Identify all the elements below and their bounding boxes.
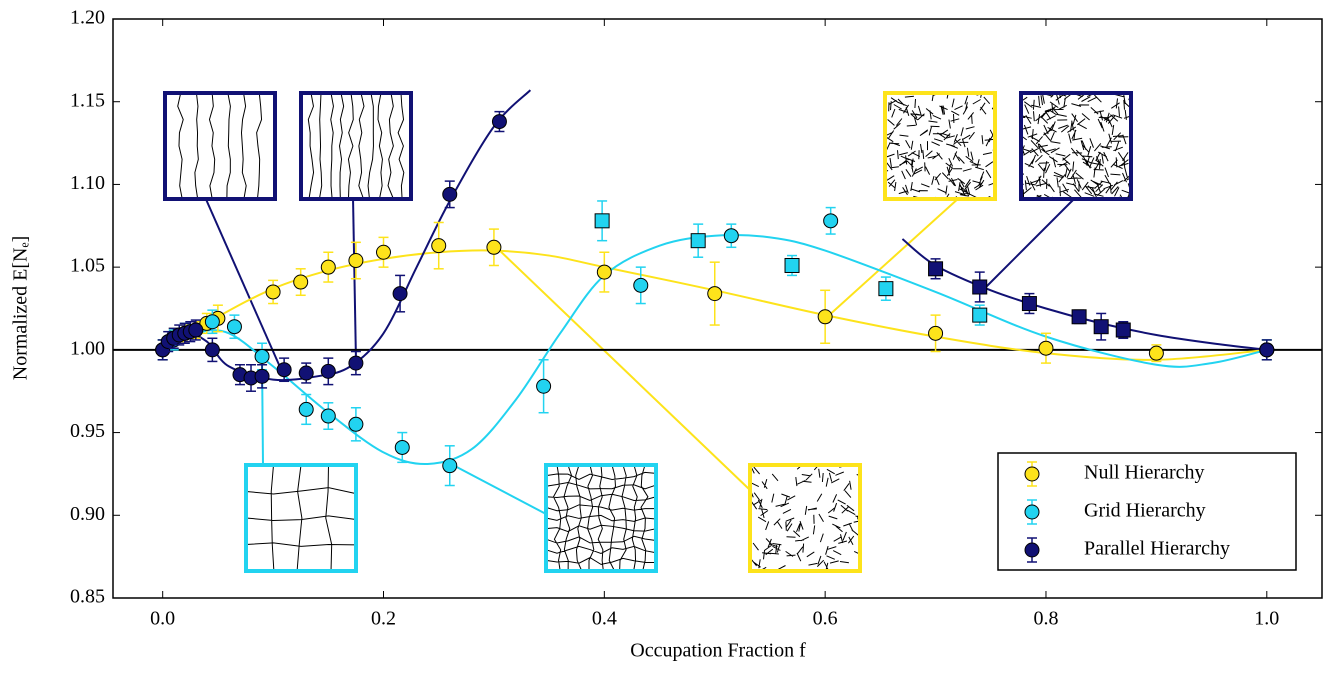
data-point bbox=[972, 279, 988, 295]
inset-connector bbox=[985, 196, 1077, 288]
inset-pattern bbox=[545, 464, 657, 572]
data-point bbox=[348, 253, 364, 269]
data-point bbox=[394, 439, 410, 455]
legend-label: Grid Hierarchy bbox=[1084, 500, 1206, 522]
data-point bbox=[1259, 342, 1275, 358]
legend-marker bbox=[1024, 542, 1040, 558]
data-point bbox=[928, 261, 944, 277]
y-tick-label: 1.15 bbox=[70, 89, 105, 111]
data-point bbox=[1071, 309, 1087, 325]
x-tick-label: 0.8 bbox=[1033, 608, 1058, 630]
inset-border bbox=[299, 91, 413, 201]
y-tick-label: 1.00 bbox=[70, 337, 105, 359]
y-tick-label: 0.90 bbox=[70, 503, 105, 525]
inset-box bbox=[165, 93, 275, 199]
data-point bbox=[486, 239, 502, 255]
data-point bbox=[392, 286, 408, 302]
y-tick-label: 1.20 bbox=[70, 7, 105, 29]
data-point bbox=[817, 309, 833, 325]
data-point bbox=[320, 363, 336, 379]
x-tick-label: 1.0 bbox=[1254, 608, 1279, 630]
data-point bbox=[928, 325, 944, 341]
inset-box bbox=[1021, 93, 1131, 199]
inset-box bbox=[246, 465, 356, 571]
inset-pattern bbox=[245, 464, 357, 572]
data-point bbox=[878, 281, 894, 297]
data-point bbox=[723, 228, 739, 244]
inset-box bbox=[301, 93, 411, 199]
legend-box bbox=[997, 452, 1297, 571]
x-tick-label: 0.2 bbox=[371, 608, 396, 630]
insets bbox=[163, 91, 1133, 573]
inset-pattern bbox=[1020, 92, 1132, 200]
data-point bbox=[491, 114, 507, 130]
data-point bbox=[298, 401, 314, 417]
data-point bbox=[298, 365, 314, 381]
data-point bbox=[633, 277, 649, 293]
data-point bbox=[376, 244, 392, 260]
data-point bbox=[442, 458, 458, 474]
legend-label: Parallel Hierarchy bbox=[1084, 538, 1230, 560]
data-point bbox=[707, 286, 723, 302]
data-point bbox=[596, 264, 612, 280]
inset-border bbox=[244, 463, 358, 573]
inset-pattern bbox=[177, 92, 263, 200]
data-point bbox=[348, 355, 364, 371]
inset-border bbox=[748, 463, 862, 573]
y-axis-label: Normalized E[Nₑ] bbox=[10, 236, 32, 381]
inset-connector bbox=[450, 463, 547, 515]
legend-marker bbox=[1024, 466, 1040, 482]
data-point bbox=[265, 284, 281, 300]
y-tick-label: 0.85 bbox=[70, 586, 105, 608]
data-point bbox=[442, 186, 458, 202]
x-tick-label: 0.4 bbox=[592, 608, 617, 630]
data-point bbox=[594, 213, 610, 229]
data-point bbox=[1093, 319, 1109, 335]
data-point bbox=[254, 348, 270, 364]
data-point bbox=[1038, 340, 1054, 356]
x-tick-label: 0.0 bbox=[150, 608, 175, 630]
data-point bbox=[226, 319, 242, 335]
legend-label: Null Hierarchy bbox=[1084, 462, 1205, 484]
data-point bbox=[320, 408, 336, 424]
data-point bbox=[204, 314, 220, 330]
data-point bbox=[823, 213, 839, 229]
inset-pattern bbox=[307, 92, 405, 200]
data-point bbox=[972, 307, 988, 323]
y-tick-label: 1.05 bbox=[70, 255, 105, 277]
legend-marker bbox=[1024, 504, 1040, 520]
data-point bbox=[293, 274, 309, 290]
data-point bbox=[276, 362, 292, 378]
data-point bbox=[536, 378, 552, 394]
data-point bbox=[784, 257, 800, 273]
data-point bbox=[1021, 296, 1037, 312]
data-point bbox=[1148, 345, 1164, 361]
inset-border bbox=[163, 91, 277, 201]
data-point bbox=[188, 322, 204, 338]
inset-connector bbox=[204, 196, 281, 368]
data-point bbox=[204, 342, 220, 358]
x-axis-label: Occupation Fraction f bbox=[630, 640, 806, 662]
y-tick-label: 0.95 bbox=[70, 420, 105, 442]
data-point bbox=[431, 238, 447, 254]
inset-connector bbox=[825, 196, 961, 319]
data-point bbox=[320, 259, 336, 275]
inset-connector bbox=[352, 196, 357, 363]
y-tick-label: 1.10 bbox=[70, 172, 105, 194]
inset-border bbox=[1019, 91, 1133, 201]
data-point bbox=[254, 368, 270, 384]
inset-border bbox=[544, 463, 658, 573]
inset-border bbox=[883, 91, 997, 201]
data-point bbox=[1115, 322, 1131, 338]
inset-connector bbox=[495, 246, 751, 491]
plot-frame bbox=[112, 18, 1323, 599]
data-point bbox=[348, 416, 364, 432]
data-point bbox=[690, 233, 706, 249]
x-tick-label: 0.6 bbox=[813, 608, 838, 630]
